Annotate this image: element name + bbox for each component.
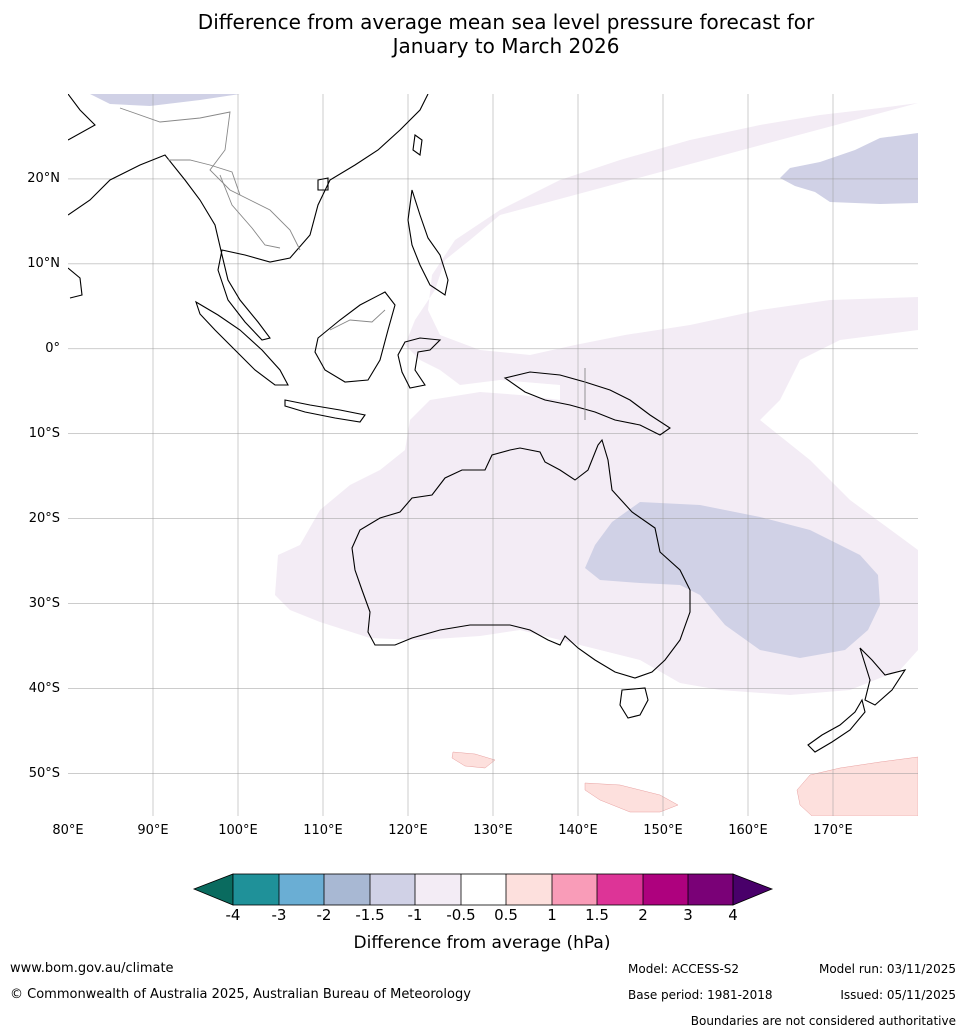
lat-tick-0: 0° (45, 341, 60, 356)
colorbar-bin-10 (643, 874, 688, 905)
philippines-coastline (407, 189, 449, 296)
country-borders (119, 107, 586, 420)
colorbar-bin-8 (552, 874, 597, 905)
australia-coastline (351, 438, 691, 679)
taiwan-coastline (412, 134, 423, 156)
india-coastline (68, 94, 96, 141)
lon-tick-100e: 100°E (218, 823, 258, 838)
footer-model: Model: ACCESS-S2 (628, 962, 740, 976)
lon-tick-140e: 140°E (558, 823, 598, 838)
new-guinea-coastline (503, 371, 671, 436)
footer-disclaimer: Boundaries are not considered authoritat… (690, 1014, 956, 1028)
colorbar-label-minus-3: -3 (271, 906, 287, 924)
moderate-negative-anomaly-eastern-australia (585, 502, 880, 658)
colorbar-label-4: 4 (728, 906, 738, 924)
colorbar-label-3: 3 (683, 906, 693, 924)
sulawesi-coastline (397, 337, 442, 389)
footer-website: www.bom.gov.au/climate (10, 961, 174, 976)
lon-tick-120e: 120°E (388, 823, 428, 838)
footer-issued: Issued: 05/11/2025 (840, 988, 956, 1002)
colorbar-bin-6 (461, 874, 506, 905)
moderate-negative-anomaly-north-pacific (780, 133, 918, 204)
colorbar-bin-3 (324, 874, 370, 905)
footer-copyright: © Commonwealth of Australia 2025, Austra… (10, 987, 471, 1002)
footer-base-period: Base period: 1981-2018 (628, 988, 773, 1002)
colorbar-bin-11 (688, 874, 733, 905)
colorbar-label-0-5: 0.5 (494, 906, 518, 924)
colorbar-bin-1 (233, 874, 279, 905)
colorbar-title: Difference from average (hPa) (353, 933, 611, 953)
gridlines (68, 94, 918, 816)
colorbar-bin-7 (506, 874, 552, 905)
lat-tick-30s: 30°S (28, 596, 60, 611)
lat-tick-10s: 10°S (28, 426, 60, 441)
lon-tick-130e: 130°E (473, 823, 513, 838)
coastlines (68, 94, 907, 753)
positive-anomaly-southern-ocean (796, 756, 918, 816)
title-line-2: January to March 2026 (392, 34, 620, 58)
tasmania-coastline (619, 687, 649, 719)
title-line-1: Difference from average mean sea level p… (197, 10, 815, 34)
colorbar-extend-high (732, 873, 774, 906)
moderate-negative-anomaly-asia (90, 94, 240, 106)
colorbar-extend-low (192, 873, 234, 906)
colorbar-label-minus-1: -1 (407, 906, 423, 924)
footer-model-run: Model run: 03/11/2025 (818, 962, 956, 976)
colorbar-label-1: 1 (547, 906, 557, 924)
colorbar-bin-9 (597, 874, 643, 905)
colorbar-label-minus-0-5: -0.5 (446, 906, 476, 924)
lon-tick-80e: 80°E (52, 823, 84, 838)
lat-tick-10n: 10°N (27, 256, 60, 271)
sumatra-coastline (195, 300, 289, 386)
new-zealand-north-coastline (859, 647, 907, 706)
colorbar-bin-4 (370, 874, 415, 905)
java-coastline (284, 399, 366, 423)
positive-anomaly-small-2 (451, 751, 496, 769)
hainan-coastline (317, 177, 329, 191)
chart-title: Difference from average mean sea level p… (0, 10, 965, 58)
new-zealand-south-coastline (807, 698, 866, 753)
lon-tick-110e: 110°E (303, 823, 343, 838)
sri-lanka-coastline (68, 267, 83, 299)
colorbar-label-minus-4: -4 (225, 906, 241, 924)
colorbar-label-1-5: 1.5 (585, 906, 609, 924)
colorbar-label-minus-1-5: -1.5 (355, 906, 385, 924)
colorbar-bin-5 (415, 874, 461, 905)
borneo-coastline (314, 291, 396, 383)
lon-tick-160e: 160°E (728, 823, 768, 838)
lat-tick-20n: 20°N (27, 171, 60, 186)
lon-tick-90e: 90°E (137, 823, 169, 838)
lon-tick-170e: 170°E (813, 823, 853, 838)
lat-tick-40s: 40°S (28, 681, 60, 696)
lon-tick-150e: 150°E (643, 823, 683, 838)
mainland-asia-coastline (68, 94, 429, 341)
positive-anomaly-small-1 (584, 782, 679, 813)
colorbar-bin-2 (279, 874, 324, 905)
lat-tick-20s: 20°S (28, 511, 60, 526)
colorbar-label-minus-2: -2 (316, 906, 332, 924)
lat-tick-50s: 50°S (28, 766, 60, 781)
colorbar-label-2: 2 (638, 906, 648, 924)
